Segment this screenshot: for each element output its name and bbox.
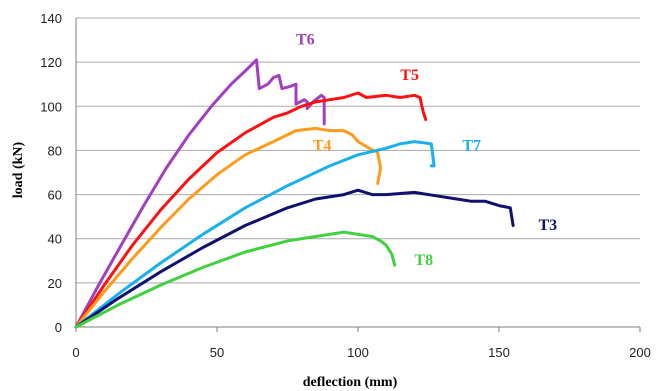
series-line-t8 (74, 230, 397, 329)
series-line-t5 (74, 91, 428, 329)
x-tick-label-50: 50 (210, 345, 224, 360)
series-lines (74, 58, 515, 329)
series-labels: T6 T5 T4 T7 T3 T8 (296, 31, 557, 269)
y-tick-labels: 0 20 40 60 80 100 120 140 (40, 11, 62, 335)
x-tick-label-150: 150 (488, 345, 510, 360)
series-line-t4 (74, 126, 383, 329)
series-label-t7: T7 (462, 137, 481, 154)
x-tick-label-100: 100 (347, 345, 369, 360)
series-line-t6 (74, 58, 326, 329)
y-tick-label-80: 80 (48, 143, 62, 158)
series-line-t7 (74, 140, 436, 329)
y-tick-label-40: 40 (48, 232, 62, 247)
x-tick-label-0: 0 (72, 345, 79, 360)
y-tick-label-120: 120 (40, 55, 62, 70)
series-label-t4: T4 (313, 137, 332, 154)
x-tick-labels: 0 50 100 150 200 (72, 327, 651, 360)
series-label-t8: T8 (414, 252, 433, 269)
series-label-t5: T5 (400, 67, 419, 84)
series-line-t3 (74, 188, 515, 329)
y-tick-label-0: 0 (55, 320, 62, 335)
axes (75, 18, 640, 328)
series-label-t3: T3 (538, 217, 557, 234)
x-axis-title: deflection (mm) (303, 375, 398, 390)
x-tick-label-200: 200 (629, 345, 651, 360)
y-axis-title: load (kN) (11, 141, 26, 198)
series-label-t6: T6 (296, 31, 315, 48)
y-tick-label-20: 20 (48, 276, 62, 291)
y-tick-label-100: 100 (40, 99, 62, 114)
y-tick-label-60: 60 (48, 188, 62, 203)
grid-lines (76, 17, 640, 284)
y-tick-label-140: 140 (40, 11, 62, 26)
